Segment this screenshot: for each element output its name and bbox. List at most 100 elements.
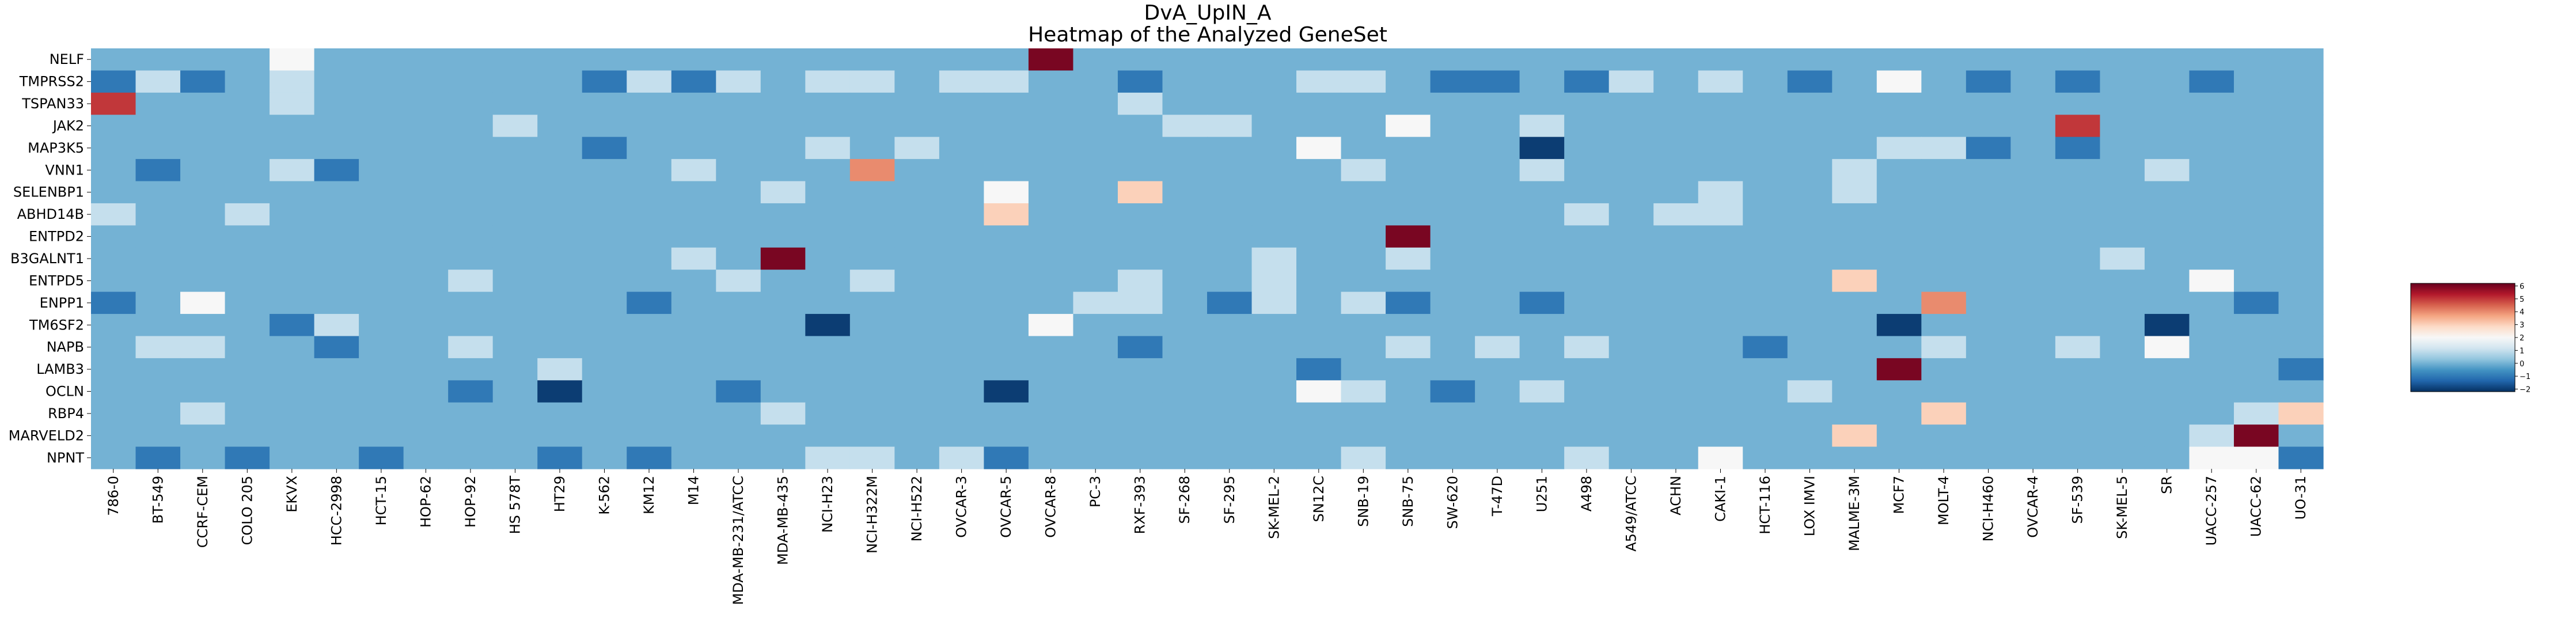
heatmap-cell [894,159,940,182]
heatmap-cell [1475,380,1520,403]
heatmap-cell [448,270,494,293]
column-label: M14 [686,476,702,505]
heatmap-cell [2010,380,2056,403]
heatmap-cell [2278,92,2324,115]
heatmap-cell [2010,336,2056,359]
row-label: ENPP1 [40,295,84,311]
colorbar-tick-label: −2 [2520,386,2531,395]
column-label: MDA-MB-231/ATCC [730,476,746,605]
column-label: K-562 [596,476,612,515]
heatmap-cell [1386,291,1431,314]
heatmap-cell [2055,247,2100,270]
heatmap-cell [1430,270,1475,293]
heatmap-cell [2055,181,2100,204]
heatmap-cell [1341,358,1386,381]
heatmap-cell [671,446,716,469]
heatmap-cell [1341,424,1386,448]
heatmap-cell [849,70,895,93]
heatmap-cell [716,70,761,93]
heatmap-cell [403,203,449,226]
heatmap-cell [1117,159,1163,182]
column-label: SF-295 [1221,476,1238,524]
heatmap-cell [1698,115,1743,138]
heatmap-cell [359,137,404,160]
heatmap-cell [2055,70,2100,93]
heatmap-cell [1028,115,1074,138]
heatmap-cell [2278,358,2324,381]
heatmap-cell [1207,137,1253,160]
heatmap-cell [2100,402,2145,425]
heatmap-cell [1430,446,1475,469]
heatmap-cell [492,380,538,403]
heatmap-cell [1564,115,1610,138]
heatmap-cell [135,203,181,226]
heatmap-cell [760,70,806,93]
heatmap-cell [1743,402,1788,425]
heatmap-cell [1117,70,1163,93]
heatmap-cell [537,380,583,403]
heatmap-cell [270,92,315,115]
column-label: HOP-62 [418,476,434,528]
heatmap-cell [1921,402,1967,425]
heatmap-cell [2278,270,2324,293]
heatmap-cell [1028,48,1074,71]
heatmap-cell [1608,402,1654,425]
heatmap-cell [984,203,1029,226]
heatmap-cell [180,137,226,160]
heatmap-cell [1341,115,1386,138]
heatmap-cell [1430,159,1475,182]
heatmap-cell [1296,225,1342,248]
column-labels: 786-0 BT-549 CCRF-CEM COLO 205 EKVX HCC-2998 H… [105,469,2309,605]
heatmap-cell [984,159,1029,182]
heatmap-cell [849,291,895,314]
heatmap-cell [2100,92,2145,115]
heatmap-cell [849,380,895,403]
heatmap-cell [448,314,494,337]
heatmap-cell [2010,314,2056,337]
heatmap-cell [1832,203,1877,226]
colorbar-tick-label: −1 [2520,373,2531,381]
heatmap-cell [984,247,1029,270]
heatmap-cell [1296,181,1342,204]
heatmap-cell [2055,380,2100,403]
heatmap-cell [2100,424,2145,448]
heatmap-cell [1966,92,2011,115]
heatmap-cell [91,70,136,93]
chart-subtitle: Heatmap of the Analyzed GeneSet [1028,23,1387,47]
heatmap-cell [359,402,404,425]
heatmap-cell [1787,247,1833,270]
heatmap-cell [314,380,359,403]
heatmap-cell [180,203,226,226]
heatmap-cell [359,115,404,138]
heatmap-cell [760,424,806,448]
heatmap-cell [492,70,538,93]
heatmap-cell [2278,314,2324,337]
heatmap-cell [1787,380,1833,403]
heatmap-cell [1564,247,1610,270]
heatmap-cell [671,380,716,403]
heatmap-cell [135,380,181,403]
heatmap-cell [1876,203,1922,226]
heatmap-cell [1341,137,1386,160]
heatmap-cell [1073,446,1118,469]
heatmap-cell [2189,225,2234,248]
heatmap-cell [1519,225,1565,248]
heatmap-cell [939,247,984,270]
heatmap-cell [1430,225,1475,248]
heatmap-cell [894,270,940,293]
heatmap-cell [537,225,583,248]
heatmap-cell [1519,446,1565,469]
heatmap-cell [2144,270,2190,293]
heatmap-cell [91,115,136,138]
heatmap-cell [1743,424,1788,448]
heatmap-cell [2055,115,2100,138]
heatmap-cell [1653,380,1699,403]
heatmap-cell [1787,291,1833,314]
heatmap-cell [2189,402,2234,425]
heatmap-cell [1207,48,1253,71]
heatmap-cell [1832,424,1877,448]
heatmap-cell [359,336,404,359]
heatmap-cell [1921,115,1967,138]
heatmap-cell [1028,137,1074,160]
heatmap-cell [2278,247,2324,270]
